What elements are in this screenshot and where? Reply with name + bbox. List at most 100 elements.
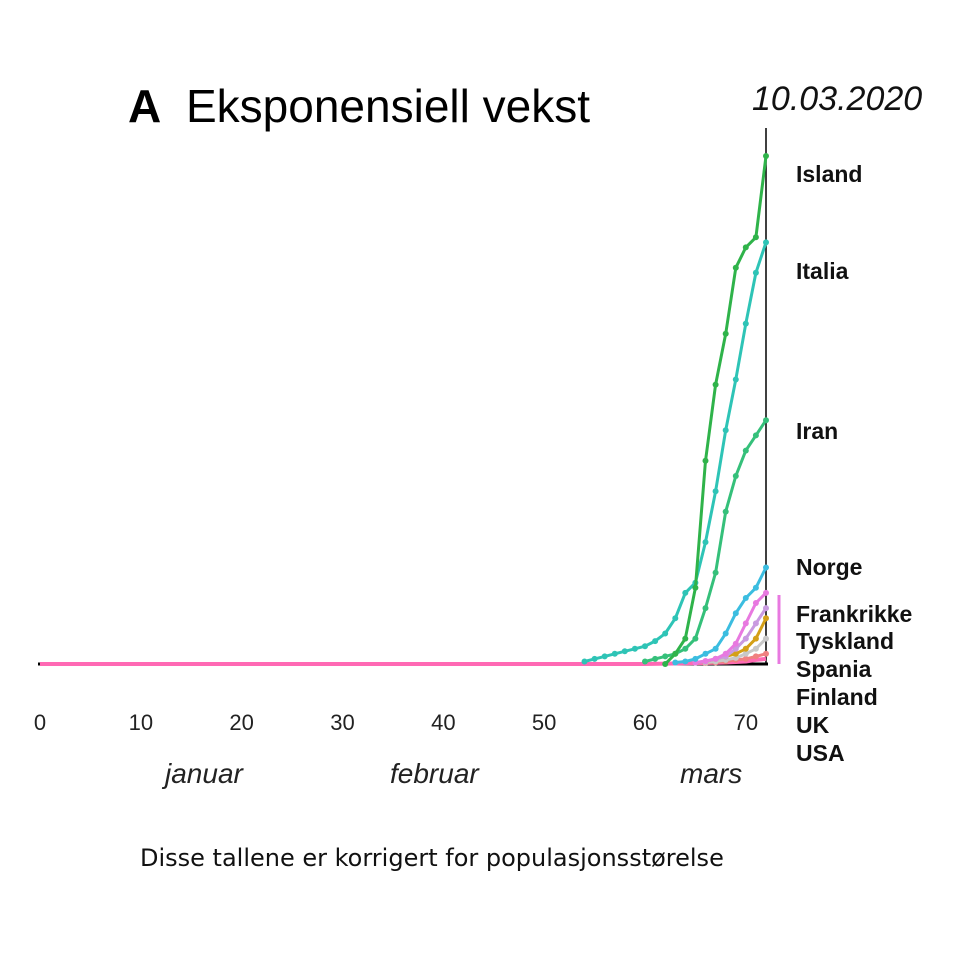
data-point-italia [672, 615, 679, 622]
data-point-norge [752, 584, 759, 591]
data-point-frankrikke [752, 600, 759, 606]
data-point-norge [763, 564, 769, 571]
month-label-mars: mars [680, 758, 742, 789]
data-point-island [672, 650, 679, 657]
data-point-island [692, 584, 699, 591]
series-line-norge [675, 566, 768, 664]
series-italia [581, 239, 769, 665]
data-point-italia [732, 376, 739, 383]
data-point-iran [652, 655, 659, 662]
country-label-frankrikke: Frankrikke [796, 601, 912, 627]
x-tick-label-70: 70 [734, 710, 758, 735]
data-point-frankrikke [763, 589, 769, 596]
data-point-iran [752, 432, 759, 439]
date-label: 10.03.2020 [752, 80, 922, 118]
data-point-uk [742, 655, 749, 662]
data-point-iran [742, 447, 749, 454]
data-point-italia [662, 630, 669, 637]
data-point-norge [722, 630, 729, 637]
data-point-italia [591, 655, 598, 662]
data-point-italia [682, 589, 689, 596]
country-label-norge: Norge [796, 554, 862, 580]
data-point-frankrikke [732, 640, 739, 647]
series-layer [40, 153, 769, 667]
country-label-iran: Iran [796, 418, 838, 444]
data-point-island [752, 234, 759, 241]
country-label-spania: Spania [796, 656, 872, 682]
data-point-frankrikke [742, 620, 749, 627]
data-point-italia [652, 638, 659, 645]
data-point-island [722, 330, 729, 337]
data-point-italia [742, 320, 749, 327]
data-point-iran [712, 569, 719, 576]
data-point-finland [742, 650, 749, 657]
x-tick-label-50: 50 [532, 710, 556, 735]
series-line-italia [584, 241, 768, 663]
data-point-iran [682, 645, 689, 652]
country-label-uk: UK [796, 712, 830, 738]
data-point-island [742, 244, 749, 251]
data-point-italia [642, 643, 648, 650]
series-line-island [664, 155, 768, 666]
data-point-italia [702, 539, 709, 546]
data-point-island [682, 635, 689, 642]
data-point-italia [621, 648, 628, 655]
data-point-iran [702, 605, 709, 612]
data-point-norge [682, 658, 689, 665]
data-point-norge [702, 650, 709, 657]
data-point-spania [742, 645, 749, 652]
data-point-italia [601, 653, 608, 660]
data-point-norge [742, 595, 749, 601]
data-point-italia [763, 239, 769, 246]
data-point-finland [752, 645, 759, 652]
country-label-finland: Finland [796, 684, 878, 710]
country-label-tyskland: Tyskland [796, 628, 894, 654]
data-point-island [712, 381, 719, 388]
data-point-iran [662, 653, 669, 660]
data-point-norge [672, 659, 679, 666]
data-point-iran [722, 508, 729, 515]
data-point-italia [631, 645, 638, 652]
data-point-frankrikke [702, 658, 709, 664]
x-tick-label-60: 60 [633, 710, 657, 735]
series-norge [672, 564, 769, 666]
data-point-norge [692, 655, 699, 662]
footnote: Disse tallene er korrigert for populasjo… [140, 844, 724, 872]
x-tick-labels: 0 10 20 30 40 50 60 70 [34, 710, 758, 735]
data-point-italia [752, 269, 759, 276]
data-point-italia [712, 488, 719, 495]
data-point-iran [642, 658, 648, 665]
data-point-spania [763, 615, 769, 622]
data-point-finland [732, 654, 739, 661]
data-point-tyskland [752, 620, 759, 627]
x-tick-label-20: 20 [229, 710, 253, 735]
data-point-spania [752, 635, 759, 642]
data-point-finland [763, 635, 769, 642]
data-point-tyskland [763, 605, 769, 612]
country-label-island: Island [796, 161, 862, 187]
data-point-uk [752, 653, 759, 660]
data-point-iran [692, 635, 699, 642]
title-letter: A [128, 80, 161, 132]
month-label-januar: januar [161, 758, 245, 789]
x-tick-label-40: 40 [431, 710, 455, 735]
data-point-iran [763, 417, 769, 424]
x-tick-label-30: 30 [330, 710, 354, 735]
country-label-usa: USA [796, 740, 845, 766]
x-tick-label-10: 10 [129, 710, 153, 735]
chart-title: Eksponensiell vekst [186, 80, 590, 132]
data-point-island [702, 457, 709, 464]
series-frankrikke [692, 589, 769, 666]
data-point-frankrikke [712, 655, 719, 662]
data-point-norge [732, 610, 739, 617]
country-label-italia: Italia [796, 258, 849, 284]
data-point-island [763, 153, 769, 159]
data-point-italia [611, 650, 618, 657]
series-island [662, 153, 769, 667]
data-point-tyskland [742, 635, 749, 642]
x-tick-label-0: 0 [34, 710, 46, 735]
data-point-island [732, 264, 739, 271]
data-point-frankrikke [722, 650, 729, 657]
series-iran [642, 417, 769, 665]
